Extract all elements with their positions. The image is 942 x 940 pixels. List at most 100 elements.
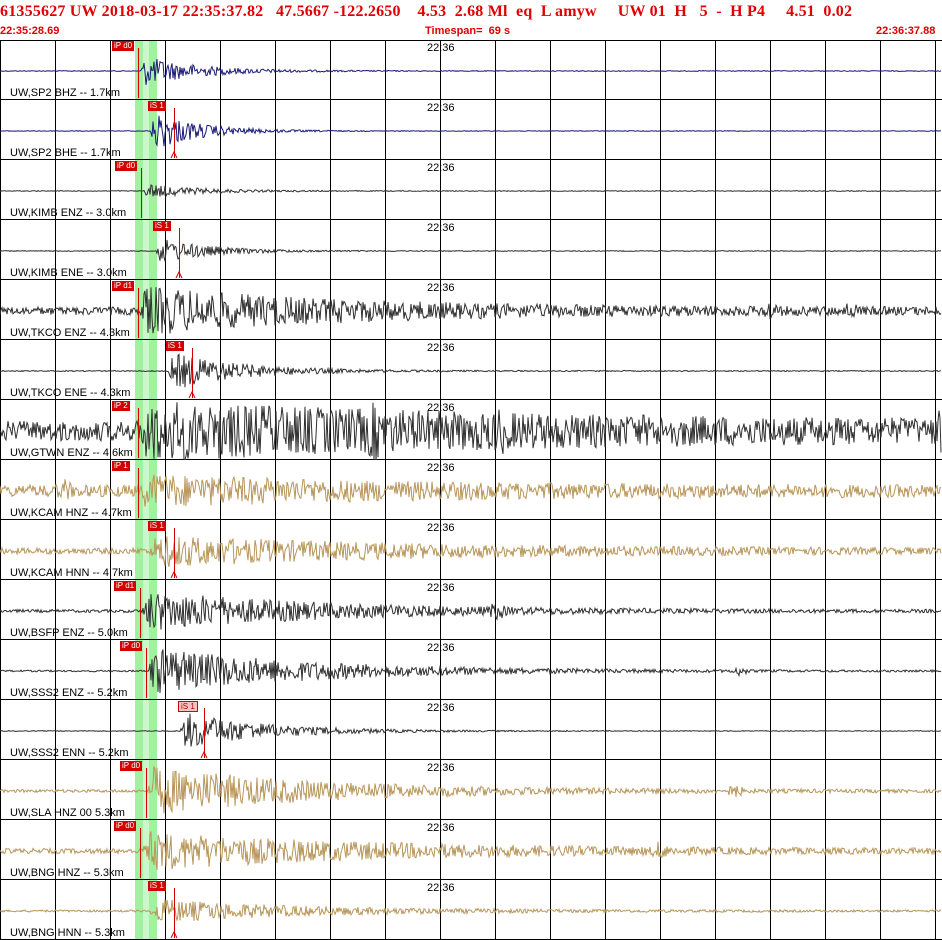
trace-panel[interactable]: 22:36 UW,KIMB ENE -- 3.0km iS 1 [0,220,942,280]
station-label: UW,SLA HNZ 00 5.3km [10,807,125,819]
pick-triangle [170,570,178,579]
pick-window-gap [143,340,149,400]
waveform-trace [0,402,942,460]
panel-time-label: 22:36 [427,762,455,774]
waveform-svg [0,40,942,100]
phase-pick-tag[interactable]: iP d1 [114,581,137,591]
panel-time-label: 22:36 [427,522,455,534]
pick-window-band [135,460,157,520]
trace-panel[interactable]: 22:36 UW,KIMB ENZ -- 3.0km iP d0 [0,160,942,220]
waveform-svg [0,460,942,520]
waveform-trace [0,766,942,814]
phase-pick-tag[interactable]: iS 1 [148,101,166,111]
waveform-trace [0,649,942,694]
panel-time-label: 22:36 [427,702,455,714]
panel-time-label: 22:36 [427,582,455,594]
phase-pick-tag[interactable]: iS 1 [148,521,166,531]
station-label: UW,BNG HNZ -- 5.3km [10,867,124,879]
phase-pick-tag[interactable]: iP 1 [112,461,130,471]
end-time: 22:36:37.88 [876,25,936,37]
pick-triangle [170,930,178,939]
pick-triangle [170,150,178,159]
waveform-trace [0,899,942,921]
station-label: UW,TKCO ENE -- 4.3km [10,387,131,399]
waveform-trace [0,239,942,262]
waveform-trace [0,115,942,147]
phase-pick-tag[interactable]: iP 2 [112,401,130,411]
waveform-svg [0,580,942,640]
phase-pick-tag[interactable]: iP d0 [120,761,143,771]
station-label: UW,KCAM HNZ -- 4.7km [10,507,132,519]
trace-panel[interactable]: 22:36 UW,BSFP ENZ -- 5.0km iP d1 [0,580,942,640]
waveform-svg [0,280,942,340]
waveform-svg [0,760,942,820]
pick-triangle [175,270,183,279]
panel-time-label: 22:36 [427,162,455,174]
waveform-svg [0,640,942,700]
pick-window-band [135,40,157,100]
waveform-svg [0,700,942,760]
panel-time-label: 22:36 [427,462,455,474]
panel-time-label: 22:36 [427,282,455,294]
pick-window-band [135,340,157,400]
panel-time-label: 22:36 [427,402,455,414]
trace-panel[interactable]: 22:36 UW,TKCO ENZ -- 4.3km iP d1 [0,280,942,340]
station-label: UW,SP2 BHE -- 1.7km [10,147,121,159]
trace-panel[interactable]: 22:36 UW,SP2 BHZ -- 1.7km iP d0 [0,40,942,100]
pick-triangle [188,390,196,399]
station-label: UW,TKCO ENZ -- 4.3km [10,327,130,339]
waveform-trace [0,353,942,388]
waveform-trace [0,58,942,85]
trace-panel[interactable]: 22:36 UW,SP2 BHE -- 1.7km iS 1 [0,100,942,160]
waveform-trace [0,474,942,507]
pick-window-gap [143,100,149,160]
station-label: UW,KCAM HNN -- 4.7km [10,567,133,579]
phase-pick-tag[interactable]: iS 1 [148,881,166,891]
panel-time-label: 22:36 [427,342,455,354]
waveform-trace [0,713,942,747]
trace-panel[interactable]: 22:36 UW,KCAM HNN -- 4.7km iS 1 [0,520,942,580]
pick-window-band [135,220,157,280]
panel-time-label: 22:36 [427,102,455,114]
phase-pick-tag[interactable]: iS 1 [166,341,184,351]
waveform-svg [0,340,942,400]
seismogram-panels[interactable]: 22:36 UW,SP2 BHZ -- 1.7km iP d0 22:36 UW,SP2… [0,40,942,940]
phase-pick-tag[interactable]: iP d1 [112,281,135,291]
waveform-svg [0,100,942,160]
event-header: 61355627 UW 2018-03-17 22:35:37.82 47.56… [0,0,942,40]
panel-time-label: 22:36 [427,222,455,234]
pick-window-band [135,100,157,160]
pick-window-gap [143,40,149,100]
phase-pick-tag[interactable]: iS 1 [153,221,171,231]
pick-window-gap [143,280,149,340]
phase-pick-tag[interactable]: iS 1 [178,701,198,712]
waveform-trace [0,287,942,334]
waveform-svg [0,520,942,580]
panel-time-label: 22:36 [427,642,455,654]
trace-panel[interactable]: 22:36 UW,KCAM HNZ -- 4.7km iP 1 [0,460,942,520]
phase-pick-tag[interactable]: iP d0 [120,641,143,651]
panel-time-label: 22:36 [427,882,455,894]
trace-panel[interactable]: 22:36 UW,GTWN ENZ -- 4.6km iP 2 [0,400,942,460]
pick-window-gap [143,880,149,940]
pick-window-band [135,880,157,940]
event-summary-line: 61355627 UW 2018-03-17 22:35:37.82 47.56… [0,3,853,20]
phase-pick-tag[interactable]: iP d0 [115,161,138,171]
pick-window-gap [143,700,149,760]
phase-pick-tag[interactable]: iP d0 [114,821,137,831]
panel-time-label: 22:36 [427,42,455,54]
waveform-trace [0,831,942,871]
trace-panel[interactable]: 22:36 UW,SSS2 ENN -- 5.2km iS 1 [0,700,942,760]
trace-panel[interactable]: 22:36 UW,BNG HNN -- 5.3km iS 1 [0,880,942,940]
station-label: UW,GTWN ENZ -- 4.6km [10,447,133,459]
waveform-svg [0,820,942,880]
trace-panel[interactable]: 22:36 UW,SSS2 ENZ -- 5.2km iP d0 [0,640,942,700]
pick-window-band [135,700,157,760]
phase-pick-tag[interactable]: iP d0 [112,41,135,51]
waveform-svg [0,160,942,220]
station-label: UW,SSS2 ENN -- 5.2km [10,747,129,759]
trace-panel[interactable]: 22:36 UW,BNG HNZ -- 5.3km iP d0 [0,820,942,880]
trace-panel[interactable]: 22:36 UW,SLA HNZ 00 5.3km iP d0 [0,760,942,820]
pick-window-gap [143,160,149,220]
trace-panel[interactable]: 22:36 UW,TKCO ENE -- 4.3km iS 1 [0,340,942,400]
